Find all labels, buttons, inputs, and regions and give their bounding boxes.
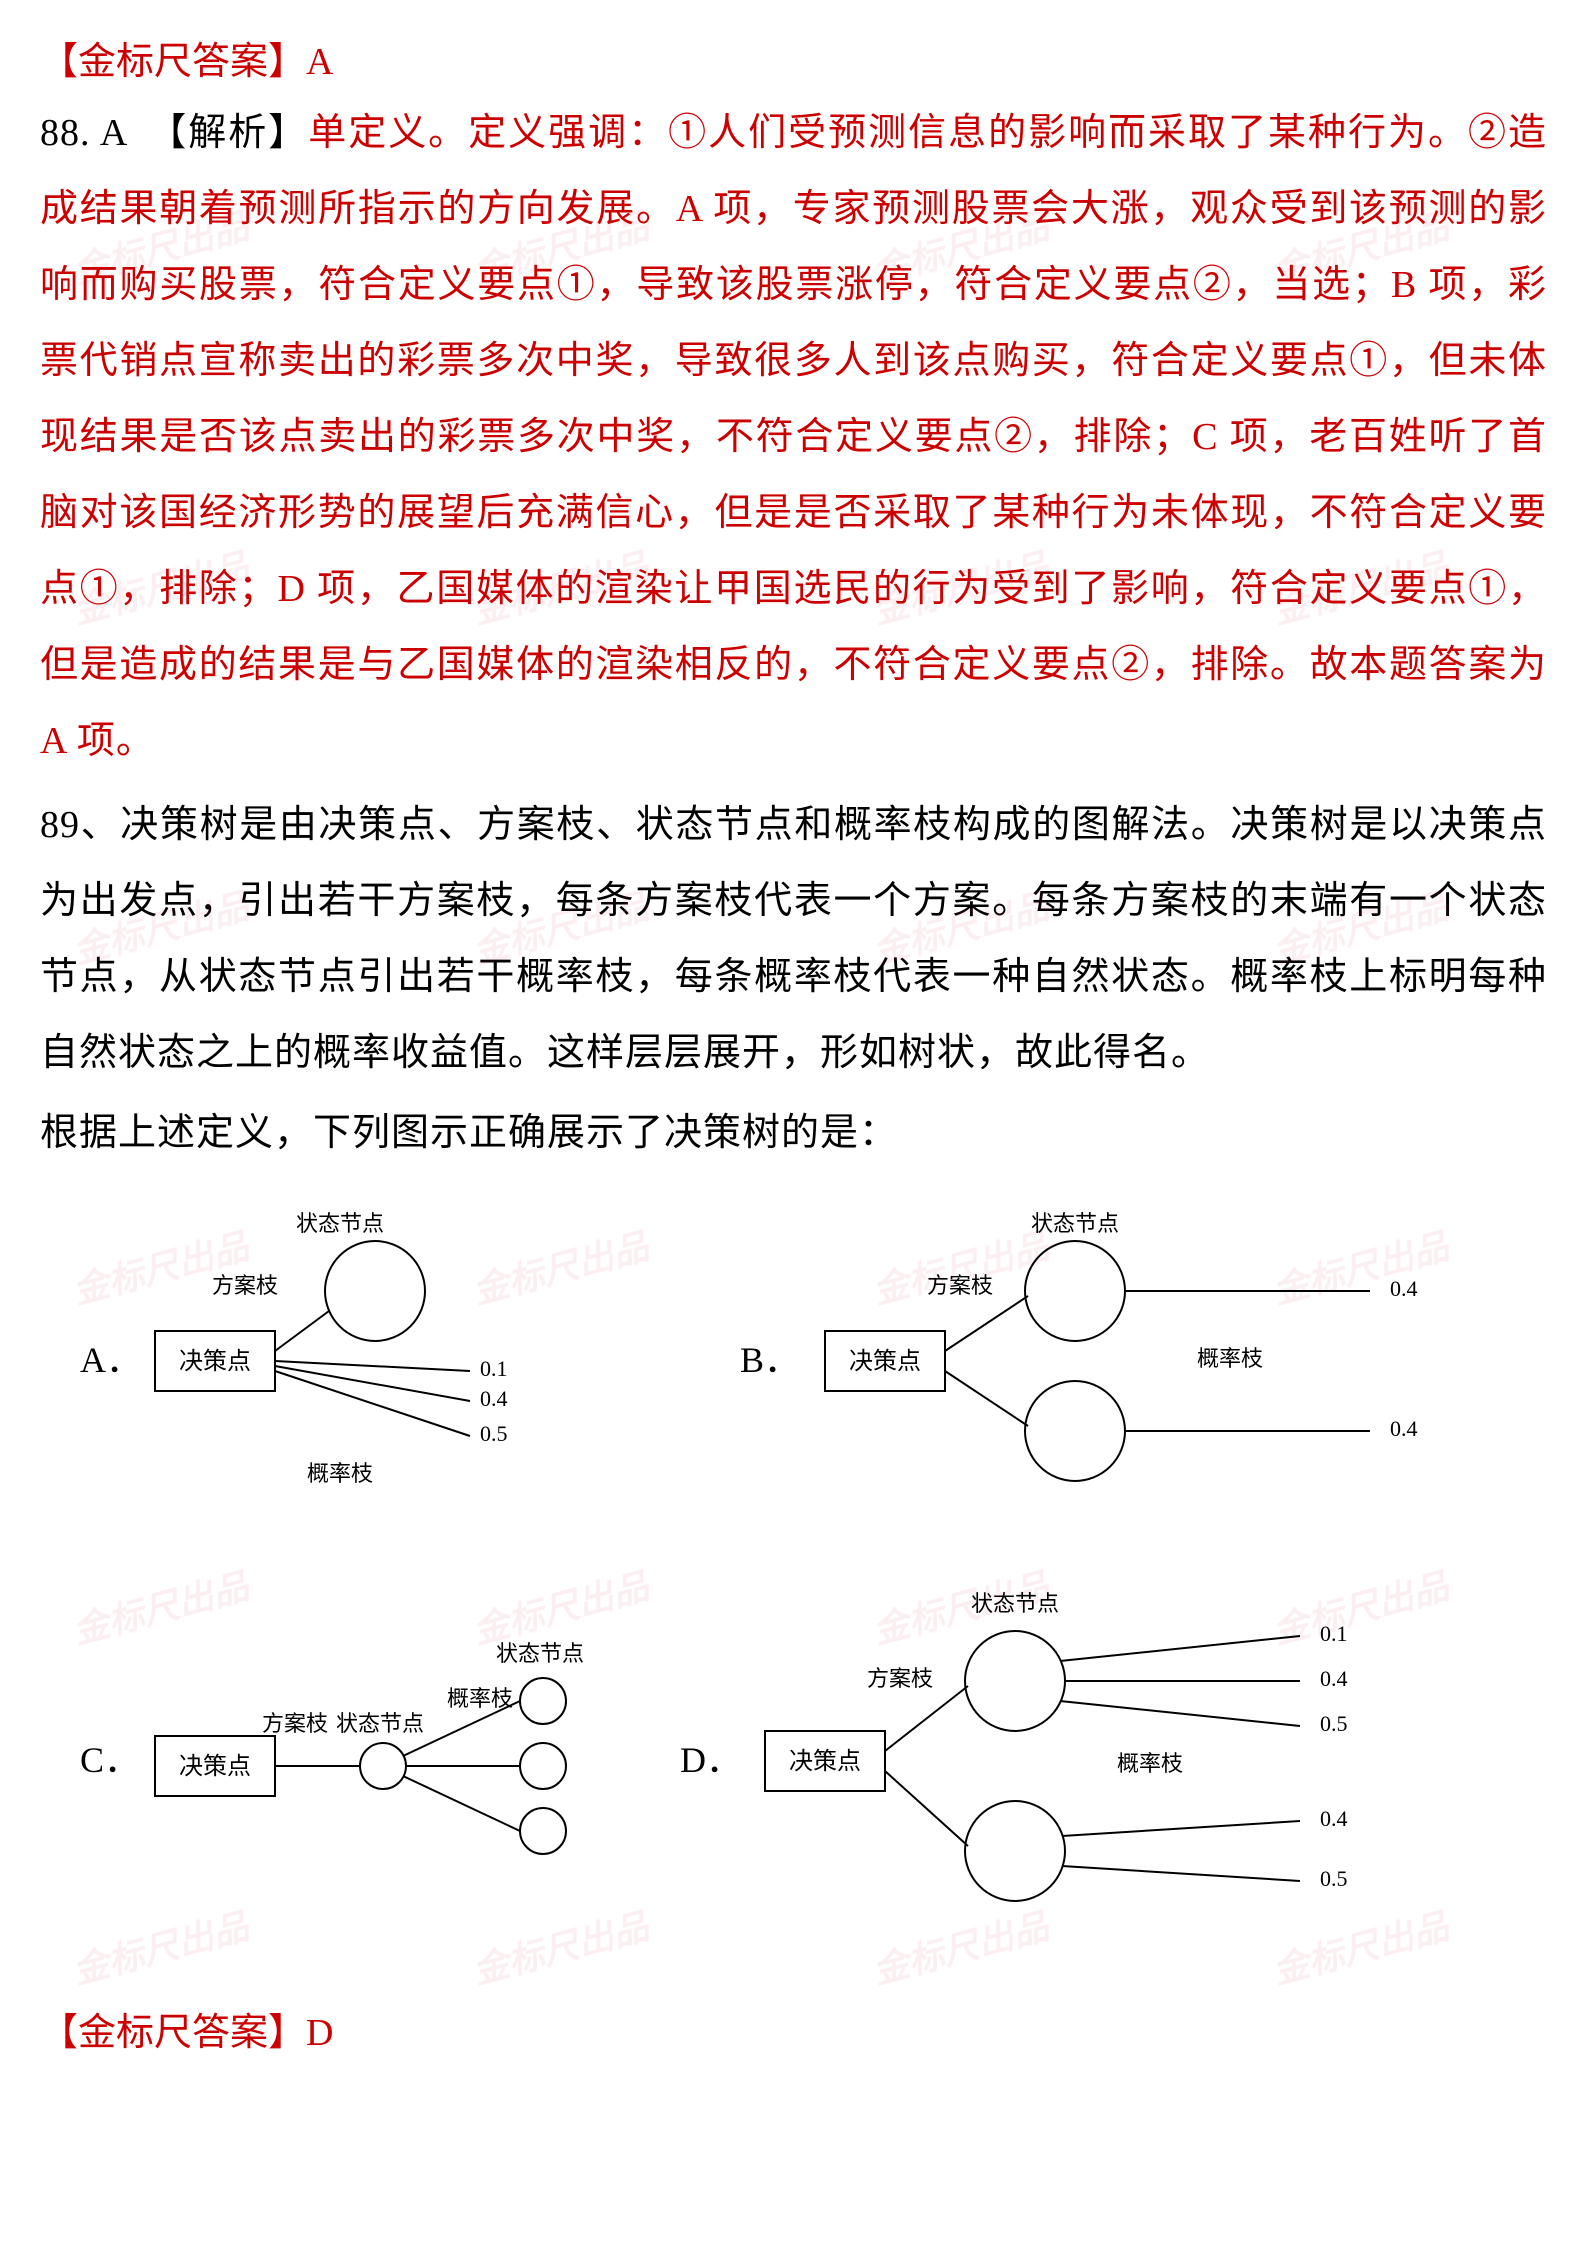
val-a2: 0.4 <box>480 1386 508 1411</box>
prob-branch-label: 概率枝 <box>1117 1751 1183 1776</box>
val-d4: 0.4 <box>1320 1806 1348 1831</box>
decision-point-label: 决策点 <box>849 1348 921 1375</box>
prob-branch-label: 概率枝 <box>1197 1346 1263 1371</box>
decision-point-label: 决策点 <box>179 1753 251 1780</box>
decision-point-label: 决策点 <box>179 1348 251 1375</box>
diagram-area: A． 状态节点 方案枝 决策点 0.1 0.4 0.5 概率枝 B． 状态节点 … <box>40 1201 1547 1981</box>
scheme-branch-label: 方案枝 <box>927 1273 993 1298</box>
diagram-c: 状态节点 概率枝 方案枝 状态节点 决策点 <box>140 1601 700 1911</box>
q88-prefix: 88. A 【解析】 <box>40 112 308 154</box>
state-node-label: 状态节点 <box>1031 1211 1119 1236</box>
state-node-label: 状态节点 <box>971 1591 1059 1616</box>
decision-point-label: 决策点 <box>789 1748 861 1775</box>
val-d2: 0.4 <box>1320 1666 1348 1691</box>
val-a3: 0.5 <box>480 1421 508 1446</box>
answer-header-a: 【金标尺答案】A <box>40 30 1547 85</box>
prob-branch-label: 概率枝 <box>447 1686 513 1711</box>
scheme-branch-label: 方案枝 <box>262 1711 328 1736</box>
state-node-label: 状态节点 <box>296 1211 384 1236</box>
diagram-d: 状态节点 方案枝 决策点 概率枝 0.1 0.4 0.5 0.4 0.5 <box>750 1571 1510 1971</box>
val-b1: 0.4 <box>1390 1276 1418 1301</box>
option-a-label: A． <box>80 1331 142 1383</box>
val-d1: 0.1 <box>1320 1621 1348 1646</box>
q88-body: 单定义。定义强调：①人们受预测信息的影响而采取了某种行为。②造成结果朝着预测所指… <box>40 112 1547 762</box>
prob-branch-label: 概率枝 <box>307 1461 373 1486</box>
val-d3: 0.5 <box>1320 1711 1348 1736</box>
val-a1: 0.1 <box>480 1356 508 1381</box>
diagram-b: 状态节点 方案枝 决策点 0.4 0.4 概率枝 <box>810 1201 1510 1511</box>
val-b2: 0.4 <box>1390 1416 1418 1441</box>
q89-prompt: 根据上述定义，下列图示正确展示了决策树的是： <box>40 1095 1547 1171</box>
scheme-branch-label: 方案枝 <box>867 1666 933 1691</box>
state-node-label: 状态节点 <box>496 1641 584 1666</box>
state-node-label-small: 状态节点 <box>336 1711 424 1736</box>
diagram-a: 状态节点 方案枝 决策点 0.1 0.4 0.5 概率枝 <box>140 1201 700 1511</box>
option-d-label: D． <box>680 1731 742 1783</box>
answer-header-d: 【金标尺答案】D <box>40 2001 1547 2056</box>
option-c-label: C． <box>80 1731 140 1783</box>
q89-body: 89、决策树是由决策点、方案枝、状态节点和概率枝构成的图解法。决策树是以决策点为… <box>40 787 1547 1091</box>
val-d5: 0.5 <box>1320 1866 1348 1891</box>
q88-explanation: 88. A 【解析】单定义。定义强调：①人们受预测信息的影响而采取了某种行为。②… <box>40 95 1547 779</box>
scheme-branch-label: 方案枝 <box>212 1273 278 1298</box>
option-b-label: B． <box>740 1331 800 1383</box>
